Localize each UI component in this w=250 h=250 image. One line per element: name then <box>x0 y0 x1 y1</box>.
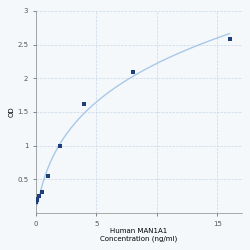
Point <box>46 174 50 178</box>
Y-axis label: OD: OD <box>8 107 14 117</box>
Point <box>58 144 62 148</box>
Point <box>228 37 232 41</box>
Point <box>82 102 86 106</box>
Point <box>35 198 39 202</box>
Point <box>37 194 41 198</box>
Point <box>131 70 135 73</box>
X-axis label: Human MAN1A1
Concentration (ng/ml): Human MAN1A1 Concentration (ng/ml) <box>100 228 178 242</box>
Point <box>36 197 40 201</box>
Point <box>40 190 44 194</box>
Point <box>34 200 38 204</box>
